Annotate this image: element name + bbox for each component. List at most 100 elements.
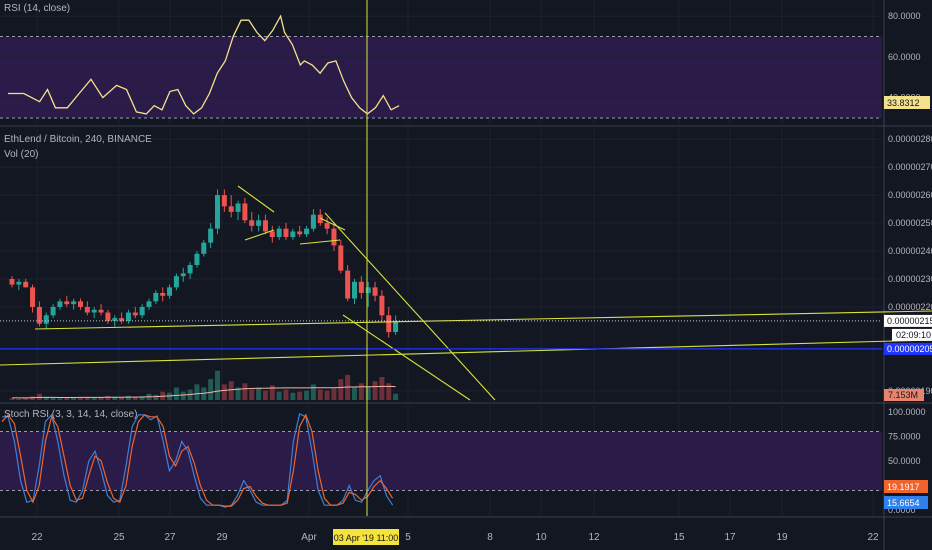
volume-bar: [9, 398, 15, 400]
trendline: [319, 217, 346, 231]
candle-body: [105, 312, 111, 321]
volume-bar: [310, 384, 316, 400]
volume-bar: [352, 387, 357, 400]
volume-bar: [235, 387, 241, 400]
x-axis-tick-label: 10: [535, 532, 547, 543]
candle-body: [331, 228, 337, 246]
volume-bar: [215, 370, 220, 400]
crosshair-date-label: 03 Apr '19 11:00: [334, 533, 399, 543]
x-axis-tick-label: 17: [724, 532, 736, 543]
rsi-band: [0, 36, 882, 118]
volume-bar: [283, 389, 289, 400]
candle-body: [173, 276, 179, 288]
volume-bar: [91, 397, 97, 400]
volume-bar: [331, 388, 337, 400]
volume-bar: [23, 397, 29, 400]
x-axis-tick-label: 8: [487, 532, 493, 543]
candle-body: [36, 306, 42, 324]
candle-body: [352, 281, 357, 299]
level-price-badge: [884, 342, 932, 355]
candle-body: [57, 301, 63, 307]
stoch-d-line: [1, 413, 394, 507]
candle-body: [23, 281, 29, 288]
price-y-tick-label: 0.00000240: [888, 246, 932, 256]
candle-body: [304, 228, 310, 235]
volume-bar: [173, 387, 179, 400]
candle-body: [242, 203, 248, 221]
rsi-y-tick-label: 60.0000: [888, 52, 921, 62]
volume-last-badge: [884, 389, 924, 401]
volume-bar: [119, 397, 125, 400]
stoch-band: [0, 431, 882, 491]
crosshair-date-badge: [333, 529, 399, 545]
volume-bar: [125, 395, 131, 400]
rsi-line: [8, 14, 400, 115]
last-price-value: 0.00000215: [887, 316, 932, 326]
volume-bar: [262, 390, 268, 400]
stoch-k-badge: [884, 496, 928, 509]
candle-body: [338, 245, 344, 271]
candle-body: [221, 195, 227, 207]
candle-body: [91, 309, 97, 313]
candle-body: [208, 228, 214, 243]
volume-bar: [84, 396, 90, 400]
volume-bar: [228, 381, 234, 400]
candle-body: [71, 301, 77, 305]
candle-body: [78, 301, 83, 307]
volume-bar: [317, 389, 323, 400]
trendline: [324, 212, 496, 401]
candle-body: [50, 306, 56, 316]
candle-body: [386, 315, 392, 333]
volume-bar: [242, 383, 248, 400]
volume-bar: [372, 381, 378, 400]
rsi-last-value: 33.8312: [887, 98, 920, 108]
volume-bar: [201, 387, 207, 400]
candle-body: [84, 306, 90, 313]
candle-body: [43, 315, 49, 324]
candle-body: [16, 281, 22, 285]
x-axis-tick-label: 19: [776, 532, 788, 543]
stoch-pane-title: Stoch RSI (3, 3, 14, 14, close): [4, 409, 138, 420]
candle-body: [180, 273, 186, 277]
volume-last-value: 7.153M: [888, 390, 918, 400]
x-axis-tick-label: 22: [867, 532, 879, 543]
volume-bar: [379, 377, 385, 400]
last-price-badge: [884, 314, 932, 327]
candle-body: [98, 309, 104, 313]
candle-body: [160, 292, 166, 296]
stoch-y-tick-label: 0.0000: [888, 505, 916, 515]
trendline: [244, 229, 275, 241]
candle-body: [379, 295, 385, 316]
countdown-badge: [892, 328, 932, 341]
x-axis-tick-label: 25: [113, 532, 125, 543]
price-y-tick-label: 0.00000220: [888, 302, 932, 312]
volume-bar: [105, 395, 111, 400]
volume-bar: [64, 397, 70, 400]
candle-body: [235, 203, 241, 212]
level-price-value: 0.00000205: [887, 344, 932, 354]
volume-bar: [71, 397, 77, 400]
countdown-value: 02:09:10: [896, 330, 931, 340]
x-axis-tick-label: 5: [405, 532, 411, 543]
volume-bar: [249, 389, 255, 400]
volume-title: Vol (20): [4, 149, 39, 160]
candle-body: [310, 214, 316, 229]
candle-body: [297, 231, 303, 235]
candle-body: [324, 223, 330, 229]
x-axis-tick-label: 12: [588, 532, 600, 543]
candle-body: [276, 228, 282, 238]
volume-bar: [132, 396, 138, 400]
candle-body: [9, 278, 15, 285]
price-y-tick-label: 0.00000280: [888, 134, 932, 144]
volume-bar: [50, 397, 56, 400]
volume-bar: [276, 391, 282, 400]
price-axis-bg: [884, 0, 932, 550]
volume-bar: [194, 384, 200, 400]
candle-body: [132, 312, 138, 316]
candle-body: [119, 318, 125, 321]
volume-bar: [208, 379, 214, 400]
candle-body: [249, 220, 255, 226]
candle-body: [269, 231, 275, 238]
candle-body: [125, 312, 131, 321]
